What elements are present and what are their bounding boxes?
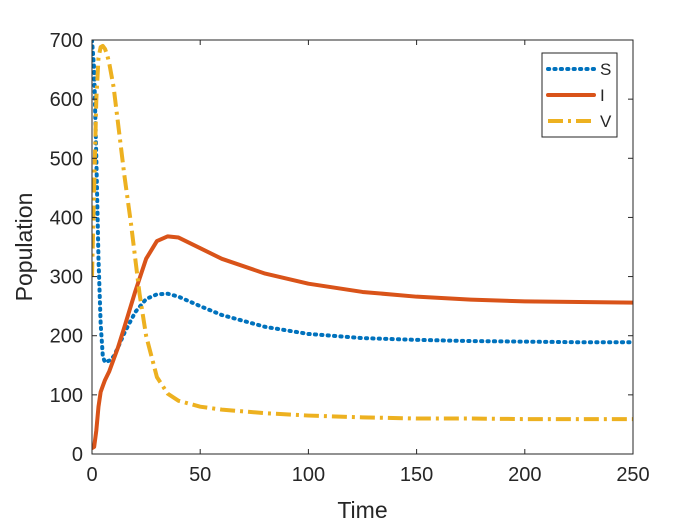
series-line-v	[92, 43, 633, 422]
x-tick-label: 100	[292, 464, 325, 486]
y-tick-label: 500	[50, 148, 83, 170]
y-tick-label: 200	[50, 326, 83, 348]
series-layer	[92, 40, 633, 451]
axes-box	[91, 39, 634, 455]
y-tick-label: 700	[50, 30, 83, 52]
x-tick-label: 0	[86, 464, 97, 486]
legend-label-v: V	[600, 112, 612, 131]
x-tick-label: 50	[189, 464, 211, 486]
x-axis-label: Time	[337, 497, 387, 523]
legend-label-i: I	[600, 86, 605, 105]
y-axis-label: Population	[11, 193, 37, 302]
x-tick-label: 250	[616, 464, 649, 486]
x-tick-label: 150	[400, 464, 433, 486]
y-tick-label: 300	[50, 267, 83, 289]
y-tick-label: 100	[50, 385, 83, 407]
ticks: 0 50 100 150 200 250 0 100 200 300 400 500 600 700	[50, 30, 650, 486]
legend: SIV	[541, 52, 618, 138]
y-tick-label: 0	[72, 444, 83, 466]
series-line-i	[92, 234, 633, 451]
series-line-s	[92, 40, 633, 365]
y-tick-label: 400	[50, 207, 83, 229]
x-tick-label: 200	[508, 464, 541, 486]
y-tick-label: 600	[50, 89, 83, 111]
legend-label-s: S	[600, 60, 611, 79]
